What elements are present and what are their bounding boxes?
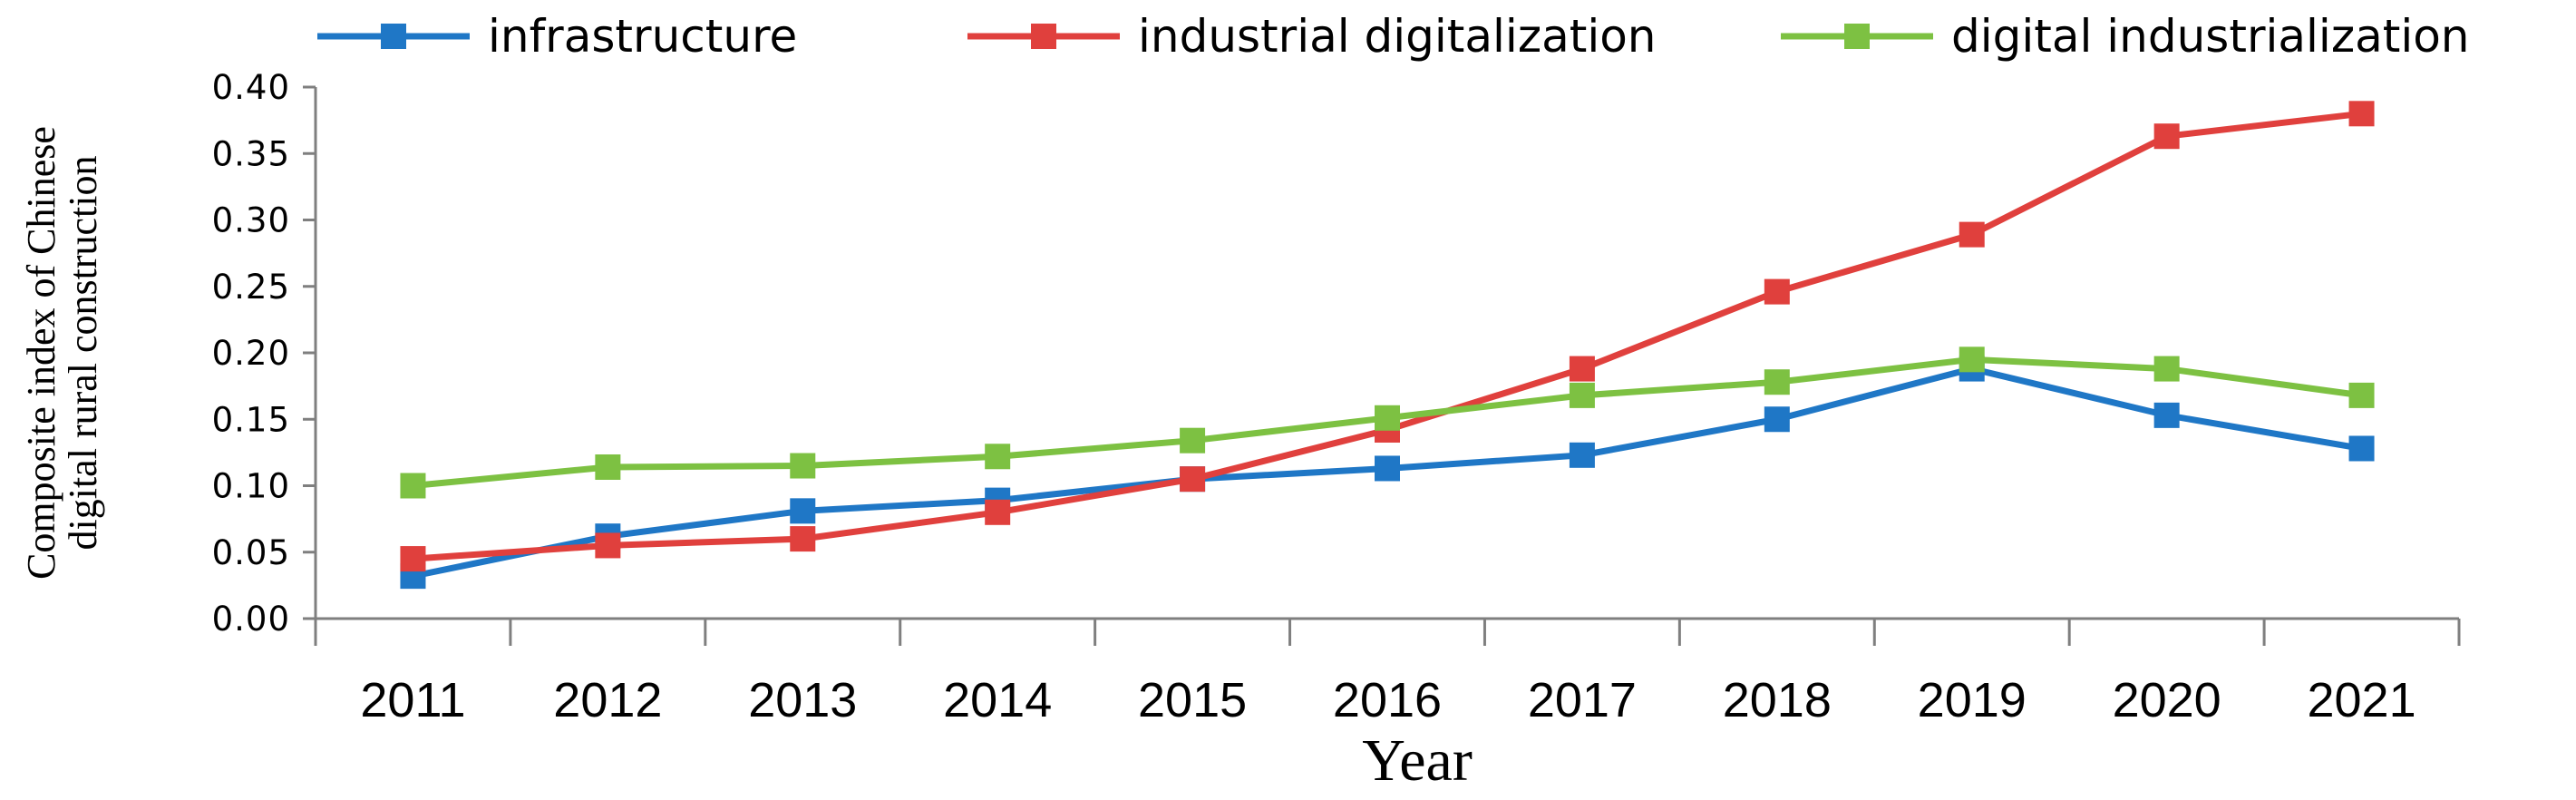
y-tick-label: 0.05 [212,533,290,572]
series-line [413,110,2362,562]
legend-label: digital industrialization [1951,10,2469,63]
y-tick-label: 0.35 [212,134,290,173]
x-tick-label: 2021 [2307,673,2416,727]
data-point-marker [1180,466,1206,493]
legend-swatch-marker [1031,24,1056,49]
data-point-marker [1569,382,1595,408]
x-tick-label: 2016 [1333,673,1442,727]
data-point-marker [400,546,426,572]
data-point-marker [595,454,621,480]
legend-swatch-marker [381,24,406,49]
data-point-marker [1375,405,1400,431]
data-point-marker [2348,382,2375,408]
data-point-marker [1569,442,1595,468]
y-tick-label: 0.10 [212,467,290,506]
data-point-marker [2153,123,2180,150]
x-tick-label: 2012 [553,673,662,727]
legend-item: infrastructure [317,10,797,63]
data-point-marker [2153,402,2180,428]
data-point-marker [595,532,621,559]
legend-item: industrial digitalization [967,10,1656,63]
data-point-marker [1959,221,1985,248]
data-point-marker [2348,435,2375,462]
data-point-marker [1180,427,1206,454]
data-point-marker [2348,101,2375,127]
x-tick-label: 2013 [748,673,857,727]
data-point-marker [400,473,426,499]
series-digital-industrialization [400,346,2375,499]
y-axis: 0.00 0.05 0.10 0.15 0.20 0.25 0.30 0.35 0.40 [212,68,317,639]
x-axis-title: Year [1362,727,1473,794]
y-tick-label: 0.20 [212,334,290,373]
y-axis-title-text: Composite index of Chinesedigital rural … [19,126,105,580]
x-axis: 2011 2012 2013 2014 2015 2016 2017 2018 2019 2020… [314,617,2461,727]
y-tick-label: 0.30 [212,201,290,240]
y-tick-label: 0.25 [212,268,290,307]
x-tick-label: 2018 [1723,673,1832,727]
x-tick-label: 2019 [1918,673,2027,727]
data-point-marker [1764,406,1790,433]
data-point-marker [985,444,1011,470]
y-tick-label: 0.40 [212,68,290,107]
y-axis-title-line: digital rural construction [61,156,105,551]
series-infrastructure [400,356,2375,590]
x-tick-label: 2015 [1138,673,1247,727]
data-point-marker [1959,346,1985,373]
y-tick-label: 0.15 [212,400,290,439]
data-point-marker [985,499,1011,525]
data-point-marker [1764,369,1790,395]
data-point-marker [2153,356,2180,382]
y-tick-label: 0.00 [212,600,290,639]
data-point-marker [1764,278,1790,305]
legend-item: digital industrialization [1781,10,2469,63]
y-axis-title-line: Composite index of Chinese [19,126,63,580]
data-point-marker [790,498,816,524]
series-industrial-digitalization [400,101,2375,572]
legend: infrastructure industrial digitalization d… [317,10,2469,63]
legend-label: industrial digitalization [1138,10,1656,63]
x-tick-label: 2014 [943,673,1052,727]
y-axis-title: Composite index of Chinesedigital rural … [19,126,105,580]
x-tick-label: 2020 [2113,673,2221,727]
data-point-marker [790,453,816,479]
x-tick-label: 2017 [1528,673,1637,727]
legend-label: infrastructure [488,10,797,63]
data-point-marker [790,526,816,552]
data-point-marker [1375,455,1400,482]
data-point-marker [1569,356,1595,382]
series-group [400,101,2375,590]
x-tick-label: 2011 [360,673,465,727]
legend-swatch-marker [1844,24,1870,49]
